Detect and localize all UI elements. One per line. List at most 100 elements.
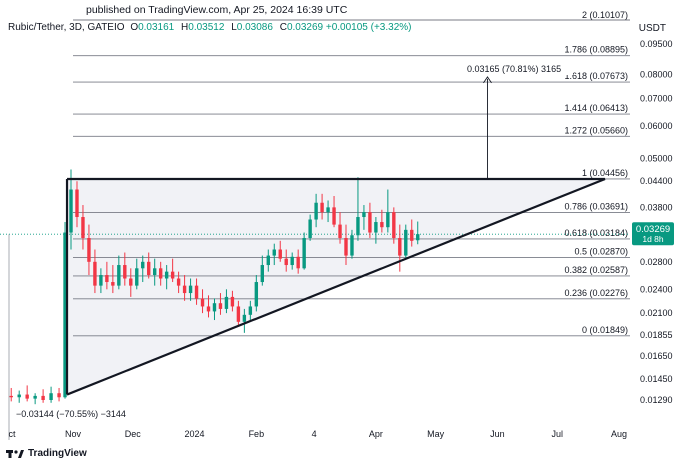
candle-body <box>398 238 402 256</box>
high-value: 0.03512 <box>188 22 225 33</box>
close-value: 0.03269 <box>286 22 324 33</box>
candle-body <box>141 261 145 269</box>
fib-level-label: 0.618 (0.03184) <box>564 228 628 238</box>
y-axis-tick-label: 0.05000 <box>640 153 673 163</box>
tradingview-brand: TradingView <box>28 448 87 459</box>
y-axis-tick-label: 0.02100 <box>640 308 673 318</box>
candle-body <box>105 275 109 283</box>
candle-body <box>338 224 342 239</box>
y-axis-tick-label: 0.06000 <box>640 121 673 131</box>
fib-level-label: 0.5 (0.02870) <box>574 246 628 256</box>
candle-body <box>326 207 330 213</box>
candle-body <box>314 202 318 220</box>
candle-body <box>63 232 67 398</box>
candle-body <box>254 282 259 307</box>
candle-body <box>17 394 21 398</box>
fib-level-label: 0.382 (0.02587) <box>564 265 628 275</box>
y-axis-tick-label: 0.02400 <box>640 284 673 294</box>
low-measure-annotation: −0.03144 (−70.55%) −3144 <box>16 409 126 419</box>
symbol-legend: Rubic/Tether, 3D, GATEIO O0.03161 H0.035… <box>8 22 412 33</box>
candle-body <box>81 217 85 239</box>
fib-level-label: 0.786 (0.03691) <box>564 202 628 212</box>
candle-body <box>290 256 294 266</box>
open-value: 0.03161 <box>138 22 175 33</box>
x-axis-tick-label: 2024 <box>185 429 205 439</box>
candle-body <box>170 271 175 279</box>
triangle-support-line <box>66 177 606 396</box>
countdown-label: 1d 8h <box>642 234 664 244</box>
candle-body <box>212 303 217 312</box>
candle-body <box>206 306 211 312</box>
x-axis-tick-label: Jun <box>490 429 505 439</box>
candle-body <box>123 265 127 279</box>
candle-body <box>248 306 253 315</box>
candle-body <box>356 217 360 236</box>
published-note: published on TradingView.com, Apr 25, 20… <box>86 4 348 16</box>
fib-level-label: 1 (0.04456) <box>582 168 628 178</box>
fib-level-label: 0.236 (0.02276) <box>564 288 628 298</box>
tradingview-logo-icon <box>6 449 24 458</box>
candle-body <box>296 256 300 269</box>
fib-level-label: 1.414 (0.06413) <box>564 103 628 113</box>
x-axis-tick-label: Jul <box>551 429 563 439</box>
current-price-tag[interactable] <box>632 222 674 246</box>
low-label: L <box>231 22 237 33</box>
candle-body <box>332 207 336 225</box>
candle-body <box>158 268 163 279</box>
candle-body <box>176 278 181 286</box>
candle-body <box>49 393 53 400</box>
candle-body <box>278 249 282 259</box>
candle-body <box>147 261 151 276</box>
x-axis-tick-label: Nov <box>65 429 82 439</box>
projection-annotation: 0.03165 (70.81%) 3165 <box>467 64 561 74</box>
fib-level-label: 0 (0.01849) <box>582 325 628 335</box>
candle-body <box>188 285 193 294</box>
candle-body <box>308 219 312 239</box>
chart-header: published on TradingView.com, Apr 25, 20… <box>0 0 680 20</box>
candle-body <box>260 265 265 283</box>
projection-arrow-head <box>483 76 492 84</box>
y-axis-tick-label: 0.01855 <box>640 330 673 340</box>
current-price-label: 0.03269 <box>636 224 670 235</box>
projection-annotation-bg <box>463 61 573 75</box>
candle-body <box>350 235 354 256</box>
candle-body <box>410 229 414 241</box>
candle-body <box>284 258 288 266</box>
candle-body <box>236 306 241 322</box>
candle-body <box>266 255 270 266</box>
candle-body <box>164 271 169 279</box>
candle-body <box>362 212 366 218</box>
y-axis-tick-label: 0.09500 <box>640 39 673 49</box>
candle-body <box>194 285 199 299</box>
candle-body <box>380 222 384 228</box>
candle-body <box>111 282 115 286</box>
y-axis-tick-label: 0.01450 <box>640 374 673 384</box>
candle-body <box>75 189 79 218</box>
y-axis-tick-label: 0.01650 <box>640 351 673 361</box>
candle-body <box>392 212 396 239</box>
candle-body <box>57 393 61 398</box>
candle-body <box>129 278 133 286</box>
candle-body <box>69 189 73 233</box>
y-axis-tick-label: 0.08000 <box>640 70 673 80</box>
candle-body <box>386 212 390 228</box>
candle-body <box>117 265 121 286</box>
candle-body <box>135 268 139 286</box>
candle-body <box>99 275 103 286</box>
candle-body <box>182 285 187 294</box>
candle-body <box>374 222 378 233</box>
y-axis-tick-label: 0.03800 <box>640 202 673 212</box>
x-axis-tick-label: Apr <box>369 429 383 439</box>
x-axis-tick-label: ct <box>8 429 16 439</box>
y-axis-tick-label: 0.04400 <box>640 176 673 186</box>
candle-body <box>404 229 408 256</box>
candle-body <box>9 395 13 398</box>
candle-body <box>200 298 205 307</box>
candle-body <box>416 234 420 241</box>
candle-body <box>344 238 348 256</box>
y-axis-tick-label: 0.02800 <box>640 257 673 267</box>
candle-body <box>218 303 223 309</box>
y-axis-tick-label: 0.07000 <box>640 93 673 103</box>
candle-body <box>368 212 372 233</box>
